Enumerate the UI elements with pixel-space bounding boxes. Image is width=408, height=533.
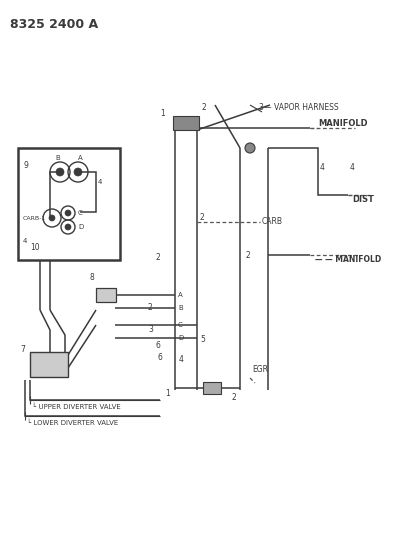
Text: 4: 4 — [320, 164, 325, 173]
Text: EGR: EGR — [252, 366, 268, 375]
Text: C: C — [178, 322, 183, 328]
Text: 2: 2 — [200, 214, 205, 222]
Text: 10: 10 — [30, 244, 40, 253]
Text: 2: 2 — [148, 303, 153, 312]
Bar — [173, 116, 199, 130]
Text: CARB: CARB — [262, 217, 283, 227]
Text: — VAPOR HARNESS: — VAPOR HARNESS — [264, 103, 339, 112]
Text: 6: 6 — [157, 353, 162, 362]
Text: 5: 5 — [200, 335, 205, 344]
Circle shape — [65, 224, 71, 230]
Text: 8325 2400 A: 8325 2400 A — [10, 18, 98, 31]
Text: 3: 3 — [148, 326, 153, 335]
Text: └ LOWER DIVERTER VALVE: └ LOWER DIVERTER VALVE — [27, 419, 118, 426]
Text: 9: 9 — [23, 161, 28, 171]
Text: 2: 2 — [201, 102, 206, 111]
Circle shape — [65, 210, 71, 216]
Text: A: A — [78, 155, 82, 161]
Text: D: D — [78, 224, 83, 230]
Bar — [18, 148, 120, 260]
Text: C: C — [78, 210, 83, 216]
Text: D: D — [178, 335, 183, 341]
Text: 4: 4 — [179, 356, 184, 365]
Text: CARB-1: CARB-1 — [23, 215, 46, 221]
Text: 3: 3 — [258, 102, 263, 111]
Text: 1: 1 — [165, 389, 170, 398]
Text: 7: 7 — [20, 345, 25, 354]
Bar — [30, 352, 68, 377]
Text: A: A — [178, 292, 183, 298]
Text: 4: 4 — [98, 179, 102, 185]
Text: 4: 4 — [350, 164, 355, 173]
Circle shape — [49, 215, 55, 221]
Text: DIST: DIST — [352, 196, 374, 205]
Text: 4: 4 — [23, 238, 27, 244]
Bar — [203, 382, 221, 394]
Text: 1: 1 — [161, 109, 165, 117]
Text: └ UPPER DIVERTER VALVE: └ UPPER DIVERTER VALVE — [32, 403, 121, 410]
Text: 6: 6 — [155, 341, 160, 350]
Text: — — MANIFOLD: — — MANIFOLD — [315, 255, 381, 264]
Text: MANIFOLD: MANIFOLD — [318, 119, 368, 128]
Text: 2: 2 — [245, 251, 250, 260]
Circle shape — [245, 143, 255, 153]
Text: 2: 2 — [232, 392, 237, 401]
Text: B: B — [55, 155, 60, 161]
Bar — [96, 288, 116, 302]
Text: B: B — [178, 305, 183, 311]
Circle shape — [56, 168, 64, 176]
Circle shape — [74, 168, 82, 176]
Text: 2: 2 — [155, 254, 160, 262]
Text: 8: 8 — [90, 273, 95, 282]
